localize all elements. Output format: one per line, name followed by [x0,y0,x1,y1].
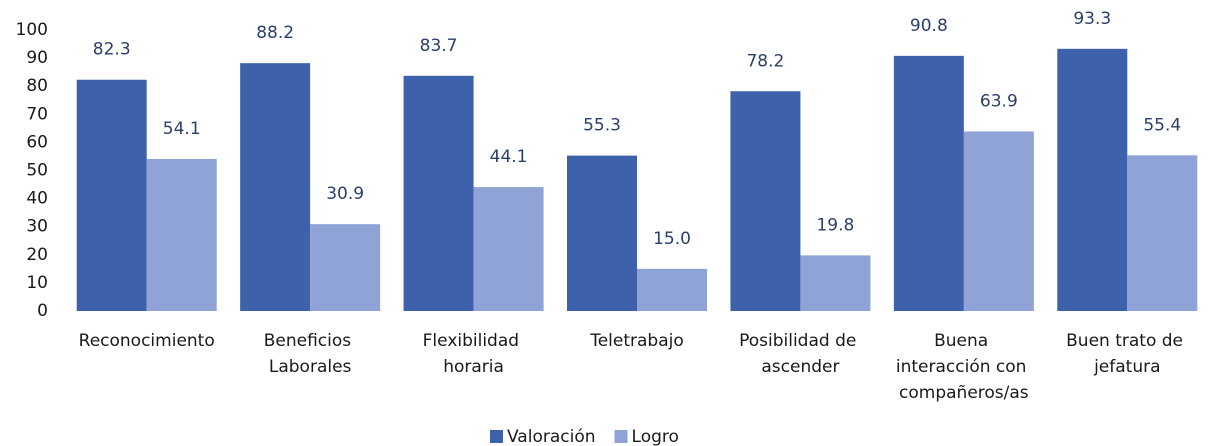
bar [1057,48,1128,312]
legend-label: Logro [632,427,679,446]
value-label: 15.0 [653,229,691,249]
x-tick-label: Buena interacción con compañeros/as [896,331,1032,403]
value-label: 93.3 [1073,9,1111,29]
x-tick-label: Teletrabajo [589,331,684,351]
y-tick-label: 60 [26,132,48,152]
value-label: 44.1 [490,147,528,167]
bar [240,63,311,311]
bar [310,224,381,311]
x-tick-line: Posibilidad de [739,331,862,351]
x-tick-line: Buen trato de [1066,331,1188,351]
x-tick-line: Flexibilidad [423,331,525,351]
x-tick-line: jefatura [1093,357,1160,377]
bar [730,91,801,312]
value-label: 88.2 [256,23,294,43]
x-tick-label: Beneficios Laborales [264,331,357,377]
x-tick-line: Teletrabajo [589,331,684,351]
y-tick-label: 70 [26,104,48,124]
y-tick-label: 80 [26,76,48,96]
y-tick-label: 90 [26,48,48,68]
bar [567,155,637,311]
y-tick-label: 30 [26,217,48,237]
x-tick-line: Laborales [269,357,352,377]
value-label: 82.3 [93,40,131,60]
x-tick-label: Reconocimiento [79,331,215,351]
value-label: 19.8 [816,215,854,235]
x-tick-label: Buen trato de jefatura [1066,331,1188,377]
y-tick-label: 0 [37,301,48,321]
value-label: 83.7 [420,36,458,56]
bar [473,187,544,311]
legend-swatch [490,430,503,443]
y-tick-label: 50 [26,161,48,181]
x-tick-line: Beneficios [264,331,357,351]
x-tick-line: Buena [934,331,994,351]
y-tick-label: 40 [26,189,48,209]
x-tick-line: ascender [761,357,839,377]
value-label: 54.1 [163,119,201,139]
value-label: 30.9 [326,184,364,204]
y-tick-label: 10 [26,273,48,293]
bar [1127,155,1198,311]
y-tick-label: 20 [26,245,48,265]
bar [800,255,871,311]
x-tick-label: Posibilidad de ascender [739,331,862,377]
x-tick-line: Reconocimiento [79,331,215,351]
bar [893,55,964,311]
value-label: 63.9 [980,91,1018,111]
x-tick-line: horaria [443,357,504,377]
value-label: 55.3 [583,116,621,136]
y-tick-label: 100 [16,20,48,40]
bar [403,75,474,311]
bar [76,79,147,311]
value-label: 78.2 [746,51,784,71]
bar [146,158,217,311]
bar [963,131,1034,311]
x-tick-label: Flexibilidad horaria [423,331,525,377]
legend-swatch [614,430,628,443]
x-tick-line: compañeros/as [899,383,1029,403]
bar [637,268,707,311]
value-label: 55.4 [1143,115,1181,135]
x-tick-line: interacción con [896,357,1032,377]
value-label: 90.8 [910,16,948,36]
legend-label: Valoración [507,427,596,446]
